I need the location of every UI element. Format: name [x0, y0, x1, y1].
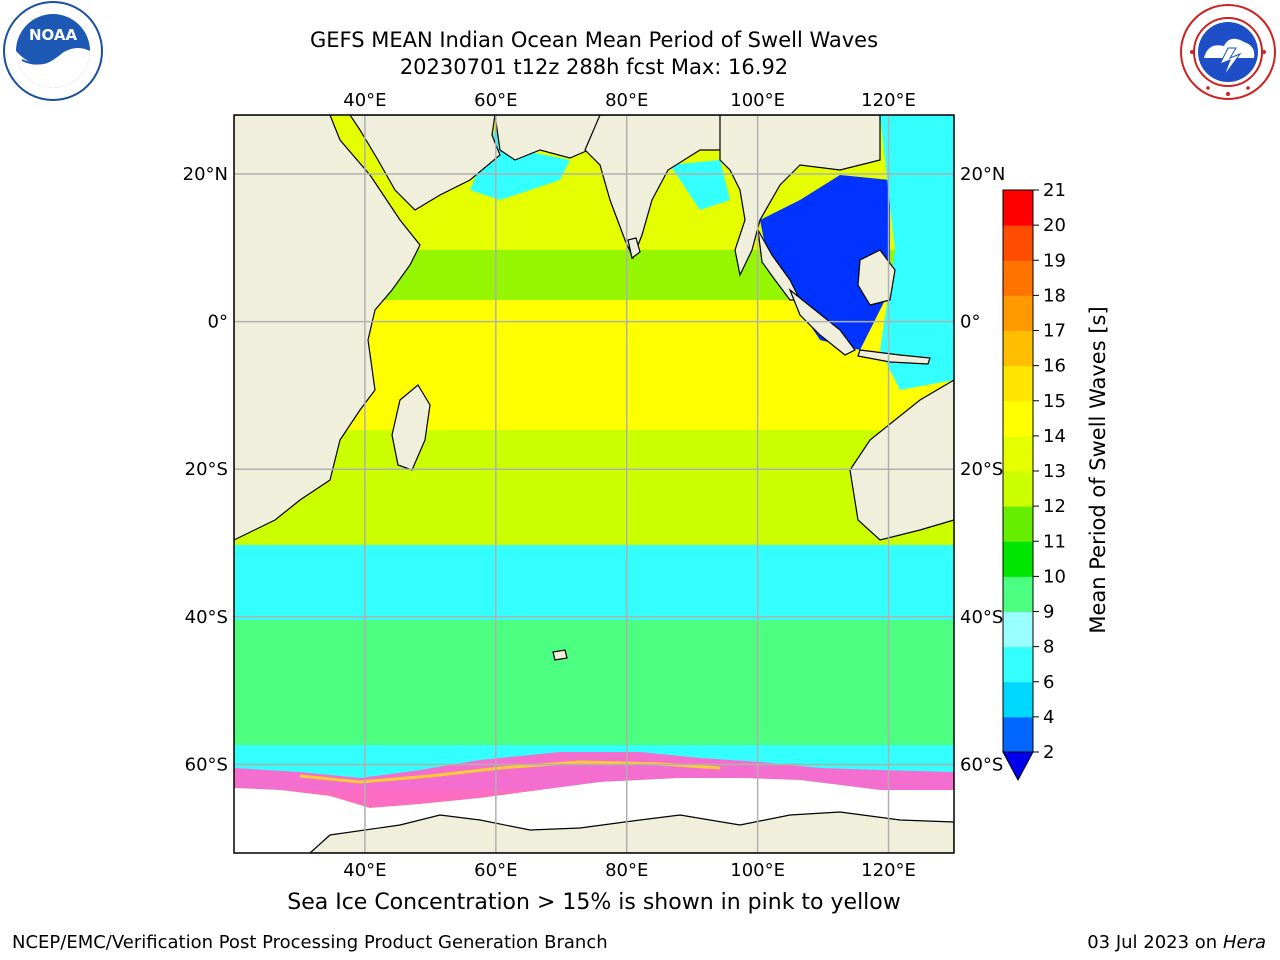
- lat-tick-label-left: 20°N: [183, 164, 228, 185]
- lon-tick-label-bottom: 60°E: [474, 860, 517, 881]
- swell-band-3: [234, 430, 954, 545]
- colorbar-segment: [1003, 225, 1033, 261]
- noaa-logo-text: NOAA: [29, 26, 78, 44]
- swell-band-5: [234, 620, 954, 745]
- footer-host: Hera: [1222, 932, 1266, 953]
- lon-tick-label-bottom: 80°E: [605, 860, 648, 881]
- colorbar-extend: [1002, 751, 1034, 782]
- chart-subtitle: 20230701 t12z 288h fcst Max: 16.92: [399, 55, 789, 79]
- sea-ice-note: Sea Ice Concentration > 15% is shown in …: [287, 890, 901, 915]
- colorbar-tick-label: 13: [1043, 461, 1066, 482]
- colorbar-tick-label: 21: [1043, 180, 1066, 201]
- lat-tick-label-right: 20°N: [960, 164, 1005, 185]
- colorbar: 2 4 6 8 9 10 11 12 13 14 15 16 17 18 19 20 21: [1002, 180, 1066, 782]
- sea-ice-band: [234, 752, 954, 808]
- colorbar-tick-label: 14: [1043, 426, 1066, 447]
- lat-tick-label-left: 60°S: [185, 754, 228, 775]
- footer-date-text: 03 Jul 2023 on: [1087, 932, 1223, 953]
- colorbar-tick-label: 19: [1043, 250, 1066, 271]
- colorbar-segment: [1003, 260, 1033, 296]
- colorbar-tick-label: 20: [1043, 215, 1066, 236]
- lat-tick-label-right: 40°S: [960, 607, 1003, 628]
- colorbar-segment: [1003, 716, 1033, 753]
- nws-logo: [1180, 4, 1276, 100]
- colorbar-segment: [1003, 295, 1033, 331]
- lon-tick-label-top: 40°E: [343, 90, 386, 111]
- lat-tick-label-right: 20°S: [960, 459, 1003, 480]
- lat-tick-label-right: 60°S: [960, 754, 1003, 775]
- colorbar-label: Mean Period of Swell Waves [s]: [1086, 306, 1110, 634]
- footer-credit: NCEP/EMC/Verification Post Processing Pr…: [12, 932, 608, 953]
- map-frame: [233, 114, 955, 854]
- lon-tick-label-bottom: 40°E: [343, 860, 386, 881]
- colorbar-tick-label: 12: [1043, 496, 1066, 517]
- lon-tick-label-top: 80°E: [605, 90, 648, 111]
- colorbar-segment: [1003, 541, 1033, 577]
- land-masses: [234, 115, 954, 853]
- colorbar-tick-label: 15: [1043, 391, 1066, 412]
- colorbar-segment: [1003, 400, 1033, 437]
- lon-tick-label-bottom: 100°E: [730, 860, 785, 881]
- colorbar-segment: [1003, 611, 1033, 648]
- footer-date: 03 Jul 2023 on Hera: [1087, 932, 1266, 953]
- lon-tick-label-bottom: 120°E: [861, 860, 916, 881]
- noaa-logo: NOAA: [3, 1, 103, 101]
- colorbar-segment: [1003, 330, 1033, 367]
- colorbar-tick-label: 4: [1043, 707, 1054, 728]
- colorbar-tick-label: 2: [1043, 742, 1054, 763]
- lat-tick-label-left: 40°S: [185, 607, 228, 628]
- colorbar-segment: [1003, 576, 1033, 612]
- lon-tick-label-top: 120°E: [861, 90, 916, 111]
- colorbar-segment: [1003, 506, 1033, 542]
- chart-title: GEFS MEAN Indian Ocean Mean Period of Sw…: [309, 28, 879, 52]
- colorbar-tick-label: 8: [1043, 637, 1054, 658]
- colorbar-tick-label: 18: [1043, 285, 1066, 306]
- low-period-patch: [760, 175, 890, 350]
- colorbar-tick-label: 10: [1043, 566, 1066, 587]
- lon-tick-label-top: 100°E: [730, 90, 785, 111]
- colorbar-tick-label: 11: [1043, 531, 1066, 552]
- colorbar-segment: [1003, 646, 1033, 683]
- colorbar-segment: [1003, 365, 1033, 402]
- colorbar-tick-label: 6: [1043, 672, 1054, 693]
- colorbar-tick-label: 9: [1043, 602, 1054, 623]
- colorbar-tick-label: 17: [1043, 321, 1066, 342]
- colorbar-tick-label: 16: [1043, 356, 1066, 377]
- colorbar-segment: [1003, 435, 1033, 472]
- colorbar-segment: [1003, 681, 1033, 718]
- coast-patch-bay: [670, 160, 730, 210]
- swell-band-4: [234, 545, 954, 620]
- lat-tick-label-left: 20°S: [185, 459, 228, 480]
- colorbar-segment: [1003, 190, 1033, 226]
- colorbar-segment: [1003, 471, 1033, 507]
- lat-tick-label-right: 0°: [960, 312, 980, 333]
- lat-tick-label-left: 0°: [208, 312, 228, 333]
- lon-tick-label-top: 60°E: [474, 90, 517, 111]
